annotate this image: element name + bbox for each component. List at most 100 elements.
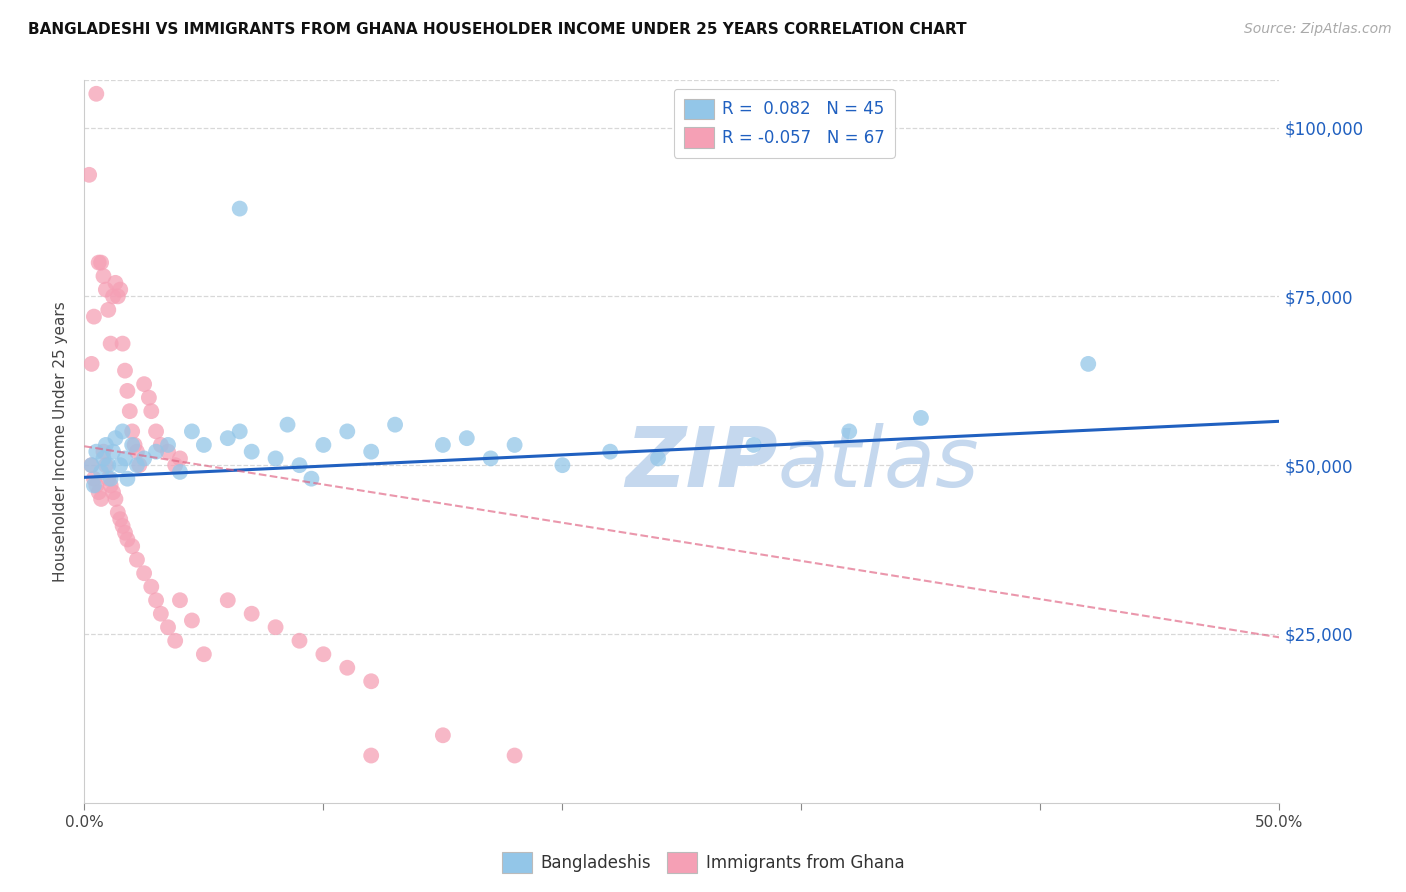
Point: [193, 438, 215, 452]
Point: [169, 465, 191, 479]
Text: Source: ZipAtlas.com: Source: ZipAtlas.com: [1244, 22, 1392, 37]
Point: [121, 425, 143, 439]
Point: [288, 458, 311, 472]
Point: [111, 425, 134, 439]
Point: [169, 593, 191, 607]
Point: [165, 633, 187, 648]
Point: [94, 438, 117, 452]
Point: [90, 465, 112, 479]
Point: [503, 748, 526, 763]
Point: [80, 458, 103, 472]
Point: [264, 451, 287, 466]
Point: [101, 485, 124, 500]
Point: [110, 458, 132, 472]
Point: [101, 289, 124, 303]
Point: [104, 276, 127, 290]
Point: [240, 444, 263, 458]
Point: [93, 269, 115, 284]
Point: [100, 472, 122, 486]
Point: [117, 472, 139, 486]
Point: [360, 748, 382, 763]
Point: [141, 404, 163, 418]
Point: [149, 607, 172, 621]
Point: [647, 451, 669, 466]
Point: [432, 438, 454, 452]
Point: [336, 661, 359, 675]
Point: [157, 444, 180, 458]
Point: [301, 472, 323, 486]
Legend: R =  0.082   N = 45, R = -0.057   N = 67: R = 0.082 N = 45, R = -0.057 N = 67: [673, 88, 894, 158]
Point: [165, 458, 187, 472]
Point: [83, 310, 105, 324]
Point: [336, 425, 359, 439]
Point: [90, 255, 112, 269]
Point: [87, 485, 110, 500]
Point: [157, 620, 180, 634]
Point: [288, 633, 311, 648]
Point: [93, 451, 115, 466]
Text: atlas: atlas: [778, 423, 979, 504]
Point: [264, 620, 287, 634]
Point: [125, 458, 148, 472]
Point: [90, 491, 112, 506]
Point: [312, 438, 335, 452]
Point: [599, 444, 621, 458]
Point: [217, 593, 239, 607]
Point: [169, 451, 191, 466]
Point: [229, 425, 252, 439]
Text: BANGLADESHI VS IMMIGRANTS FROM GHANA HOUSEHOLDER INCOME UNDER 25 YEARS CORRELATI: BANGLADESHI VS IMMIGRANTS FROM GHANA HOU…: [28, 22, 967, 37]
Point: [217, 431, 239, 445]
Point: [193, 647, 215, 661]
Point: [277, 417, 299, 432]
Point: [110, 512, 132, 526]
Point: [93, 444, 115, 458]
Point: [145, 444, 167, 458]
Text: ZIP: ZIP: [624, 423, 778, 504]
Point: [138, 391, 160, 405]
Point: [100, 478, 122, 492]
Point: [86, 444, 108, 458]
Point: [94, 458, 117, 472]
Point: [838, 425, 860, 439]
Point: [94, 283, 117, 297]
Point: [111, 336, 134, 351]
Point: [77, 168, 100, 182]
Point: [229, 202, 252, 216]
Point: [125, 444, 148, 458]
Point: [910, 411, 932, 425]
Point: [107, 289, 129, 303]
Point: [141, 580, 163, 594]
Point: [86, 87, 108, 101]
Point: [104, 491, 127, 506]
Point: [181, 425, 204, 439]
Point: [121, 438, 143, 452]
Point: [145, 593, 167, 607]
Legend: Bangladeshis, Immigrants from Ghana: Bangladeshis, Immigrants from Ghana: [495, 846, 911, 880]
Point: [104, 431, 127, 445]
Point: [110, 283, 132, 297]
Point: [312, 647, 335, 661]
Point: [360, 444, 382, 458]
Point: [114, 525, 136, 540]
Point: [157, 438, 180, 452]
Point: [97, 458, 120, 472]
Point: [132, 451, 156, 466]
Y-axis label: Householder Income Under 25 years: Householder Income Under 25 years: [53, 301, 69, 582]
Point: [432, 728, 454, 742]
Point: [111, 519, 134, 533]
Point: [101, 444, 124, 458]
Point: [107, 505, 129, 519]
Point: [128, 458, 150, 472]
Point: [456, 431, 478, 445]
Point: [80, 357, 103, 371]
Point: [145, 425, 167, 439]
Point: [117, 533, 139, 547]
Point: [132, 566, 156, 581]
Point: [97, 472, 120, 486]
Point: [503, 438, 526, 452]
Point: [80, 458, 103, 472]
Point: [121, 539, 143, 553]
Point: [87, 255, 110, 269]
Point: [125, 552, 148, 566]
Point: [118, 404, 141, 418]
